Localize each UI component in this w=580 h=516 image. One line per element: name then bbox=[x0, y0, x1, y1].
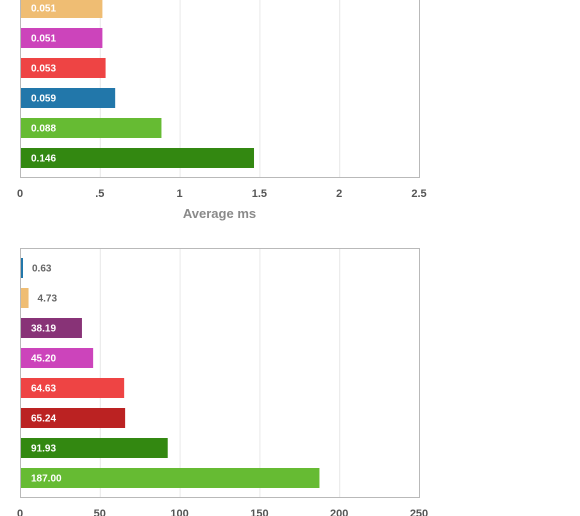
bar bbox=[21, 468, 320, 488]
x-tick-label: 1.5 bbox=[252, 188, 267, 200]
bar-value-label: 45.20 bbox=[31, 354, 56, 365]
bar-value-label: 187.00 bbox=[31, 474, 62, 485]
bar bbox=[21, 378, 125, 398]
bar bbox=[21, 0, 103, 18]
bar bbox=[21, 148, 255, 168]
x-tick-label: 0 bbox=[17, 188, 23, 200]
bar-value-label: 38.19 bbox=[31, 324, 56, 335]
bar-value-label: 0.051 bbox=[31, 4, 56, 15]
bar-value-label: 65.24 bbox=[31, 414, 56, 425]
bar bbox=[21, 318, 82, 338]
x-tick-label: 150 bbox=[250, 508, 268, 516]
second-bar-chart-svg: 0.63 4.73 38.19 45.20 64.63 65.24 91.93 187.00 0… bbox=[17, 248, 428, 516]
average-ms-chart-svg: 0.051 0.051 0.053 0.059 0.088 0.146 0 .5 1 1.5 2 2.… bbox=[17, 0, 427, 221]
bar-value-label: 91.93 bbox=[31, 444, 56, 455]
bar bbox=[21, 348, 94, 368]
bar-value-label: 0.088 bbox=[31, 124, 56, 135]
bar-value-label: 0.059 bbox=[31, 94, 56, 105]
average-ms-chart: 0.051 0.051 0.053 0.059 0.088 0.146 0 .5 1 1.5 2 2.… bbox=[0, 0, 580, 230]
bar-value-label: 64.63 bbox=[31, 384, 56, 395]
x-tick-label: 250 bbox=[410, 508, 428, 516]
bar-value-label: 0.053 bbox=[31, 64, 56, 75]
bar bbox=[21, 438, 168, 458]
x-tick-label: 1 bbox=[177, 188, 183, 200]
bar-value-label: 4.73 bbox=[38, 294, 58, 305]
second-bar-chart: 0.63 4.73 38.19 45.20 64.63 65.24 91.93 187.00 0… bbox=[0, 238, 580, 516]
x-tick-label: .5 bbox=[95, 188, 104, 200]
bar bbox=[21, 258, 23, 278]
x-tick-label: 2.5 bbox=[411, 188, 426, 200]
bar bbox=[21, 58, 106, 78]
bar bbox=[21, 88, 116, 108]
bar-value-label: 0.051 bbox=[31, 34, 56, 45]
plot-area bbox=[20, 248, 420, 498]
x-tick-label: 100 bbox=[170, 508, 188, 516]
x-tick-label: 200 bbox=[330, 508, 348, 516]
x-tick-label: 0 bbox=[17, 508, 23, 516]
bar-value-label: 0.146 bbox=[31, 154, 56, 165]
bar-value-label: 0.63 bbox=[32, 264, 52, 275]
x-tick-label: 50 bbox=[94, 508, 106, 516]
bar bbox=[21, 118, 162, 138]
x-axis-title: Average ms bbox=[183, 206, 256, 221]
x-tick-label: 2 bbox=[336, 188, 342, 200]
bar bbox=[21, 288, 29, 308]
bar bbox=[21, 28, 103, 48]
bar bbox=[21, 408, 126, 428]
